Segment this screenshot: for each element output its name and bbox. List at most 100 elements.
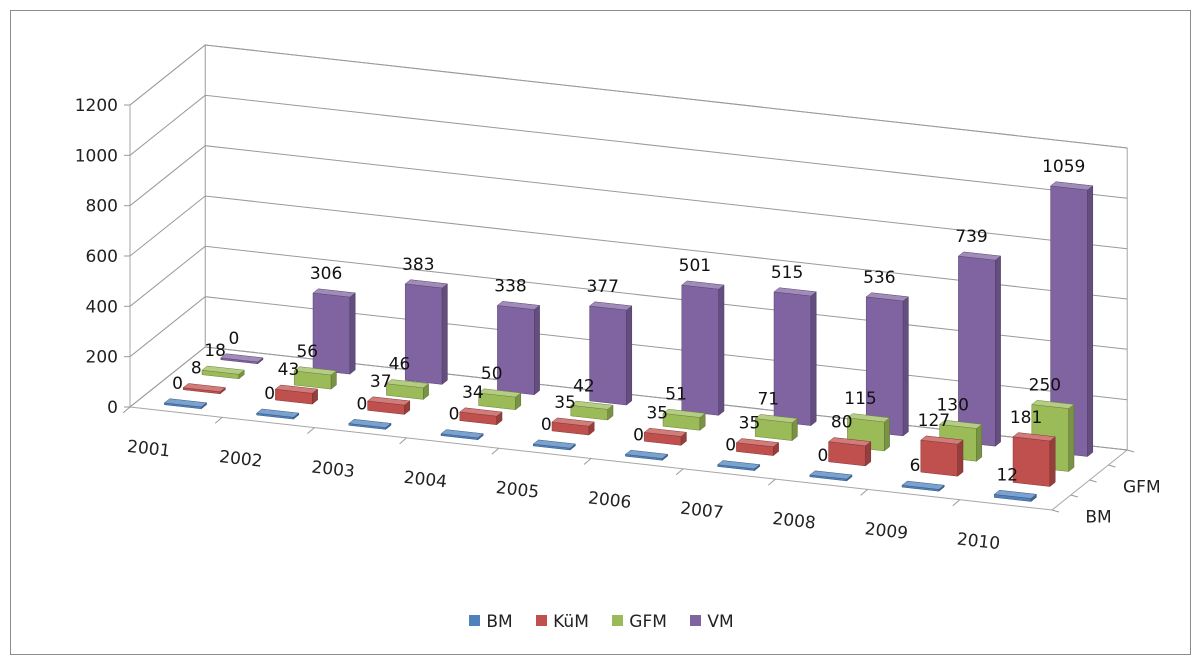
legend-item-kum[interactable]: KüM: [536, 612, 589, 632]
bar-top: [201, 365, 245, 375]
bar-BM-2004: 0: [440, 405, 484, 441]
data-label: 501: [679, 256, 711, 276]
bar-top: [274, 384, 319, 394]
bar-front: [681, 284, 719, 416]
bar-front: [312, 292, 351, 375]
bar-top: [293, 366, 338, 376]
bar-top: [532, 439, 577, 449]
x-tick-label: 2006: [587, 488, 632, 513]
bar-top: [716, 460, 761, 470]
bar-side: [441, 283, 448, 385]
bar-GFM-2006: 51: [662, 384, 706, 431]
bar-top: [404, 279, 449, 289]
bar-BM-2009: 6: [901, 456, 945, 492]
gridline: [129, 195, 1128, 300]
bar-front: [865, 296, 904, 437]
bar-side: [995, 255, 1001, 447]
data-label: 8: [191, 359, 202, 379]
bar-top: [1049, 181, 1094, 191]
bar-side: [884, 417, 890, 452]
bar-top: [846, 413, 891, 423]
bar-BM-2003: 0: [348, 394, 392, 430]
bar-front: [404, 283, 443, 385]
bar-top: [938, 419, 983, 429]
bar-top: [551, 417, 595, 427]
bar-KüM-2009: 127: [918, 411, 964, 477]
bar-top: [459, 407, 503, 417]
bar-KüM-2008: 80: [827, 413, 872, 467]
data-label: 35: [739, 414, 761, 434]
legend-item-gfm[interactable]: GFM: [612, 612, 667, 632]
bar-top: [477, 388, 522, 398]
gridline: [129, 44, 1128, 149]
bar-top: [993, 489, 1038, 499]
data-label: 0: [817, 446, 828, 466]
bar-BM-2007: 0: [716, 436, 761, 472]
bar-side: [957, 439, 964, 477]
legend-item-vm[interactable]: VM: [690, 612, 734, 632]
y-tick-label: 600: [86, 247, 118, 267]
data-label: 51: [665, 384, 687, 404]
bar-top: [385, 379, 430, 389]
legend-item-bm[interactable]: BM: [469, 612, 513, 632]
bar-top: [496, 301, 541, 310]
x-tick-mark: [952, 499, 961, 507]
bar-top: [901, 480, 945, 490]
bar-front: [1012, 436, 1051, 487]
y-axis-ticks: 0 200 400 600 800 1000 1200: [75, 96, 130, 418]
bar-top: [735, 438, 780, 448]
depth-tick-mark: [1089, 479, 1097, 483]
bar-top: [312, 288, 356, 298]
data-label: 1059: [1042, 157, 1085, 177]
bar-VM-2001: 0: [220, 329, 264, 365]
data-label: 0: [449, 405, 460, 425]
bar-GFM-2005: 42: [570, 376, 614, 421]
bar-side: [902, 296, 909, 437]
data-label: 43: [278, 360, 300, 380]
bar-top: [643, 427, 688, 437]
data-label: 115: [844, 389, 876, 409]
depth-tick-label: GFM: [1123, 478, 1161, 498]
chart-gridlines: [129, 44, 1128, 451]
data-label: 35: [646, 403, 668, 423]
legend-swatch-gfm: [612, 615, 624, 626]
x-tick-mark: [491, 447, 500, 455]
bar-KüM-2005: 35: [551, 393, 595, 436]
bar-side: [810, 291, 817, 427]
data-label: 181: [1010, 408, 1042, 428]
legend-swatch-vm: [690, 615, 702, 626]
bar-side: [718, 284, 725, 416]
bar-GFM-2004: 50: [477, 364, 522, 411]
x-tick-mark: [583, 458, 592, 465]
data-label: 338: [494, 276, 526, 296]
x-tick-label: 2009: [864, 519, 909, 544]
data-label: 0: [228, 329, 239, 349]
data-label: 130: [936, 395, 968, 415]
bar-side: [626, 305, 633, 406]
y-tick-label: 400: [86, 297, 118, 317]
x-tick-label: 2004: [403, 468, 448, 493]
data-label: 739: [955, 227, 987, 247]
data-label: 250: [1029, 375, 1061, 395]
bar-VM-2009: 739: [955, 227, 1002, 447]
bar-GFM-2001: 18: [201, 341, 245, 380]
gridline: [129, 145, 1128, 250]
data-label: 50: [481, 364, 503, 384]
chart-bars: 0 306 383 338 377 501 515 536 739 1059 18 56 46 50 42 5…: [163, 157, 1094, 503]
data-label: 383: [402, 255, 434, 275]
bar-top: [255, 408, 300, 418]
bar-side: [976, 423, 983, 462]
x-tick-label: 2003: [310, 457, 355, 482]
bar-GFM-2008: 115: [844, 389, 891, 452]
bar-KüM-2006: 35: [643, 403, 688, 446]
bar-top: [809, 470, 853, 480]
bar-GFM-2007: 71: [754, 390, 799, 442]
legend-label-vm: VM: [707, 612, 734, 632]
bar-top: [773, 287, 817, 297]
bar-top: [754, 414, 799, 423]
bar-top: [220, 353, 264, 363]
bar-top: [366, 396, 411, 406]
bar-side: [349, 292, 356, 375]
bar-BM-2005: 0: [532, 415, 577, 451]
bar-front: [958, 255, 996, 447]
